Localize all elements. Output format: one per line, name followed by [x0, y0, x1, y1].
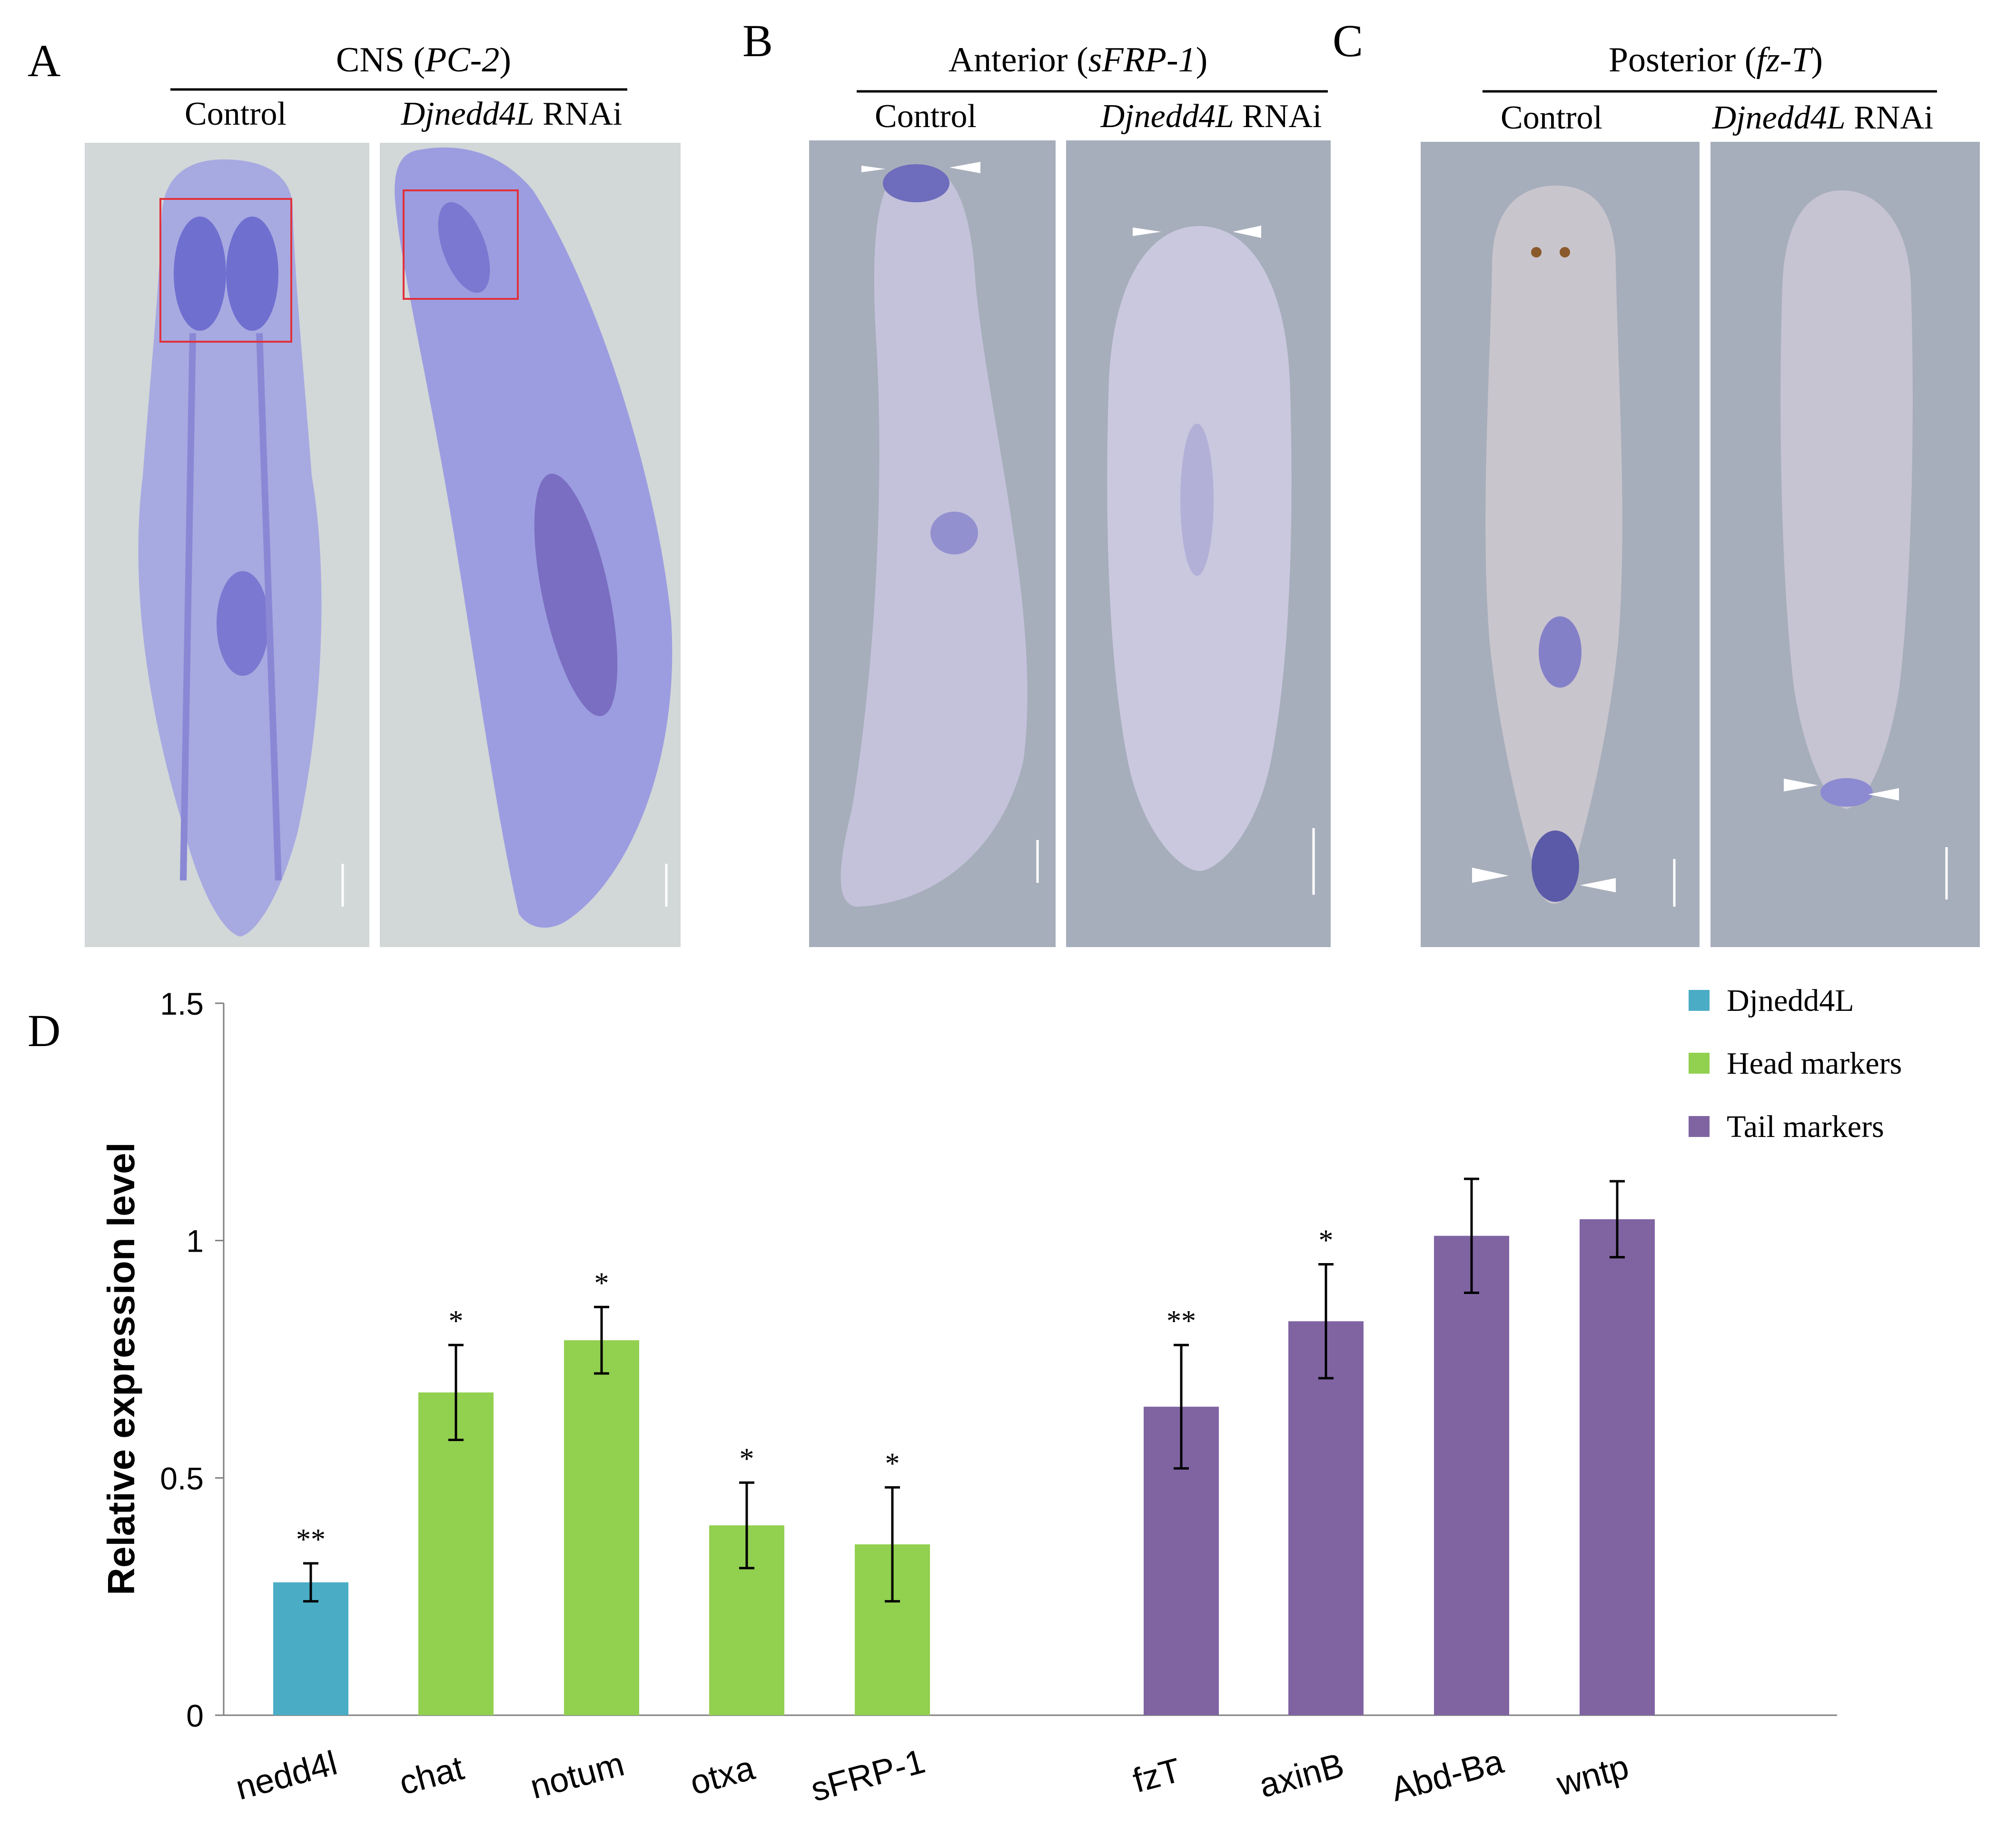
panel-a-control-brain-right — [226, 217, 278, 331]
legend-label: Tail markers — [1727, 1109, 1884, 1144]
panel-d-letter: D — [28, 1005, 60, 1056]
panel-b-control-arrowhead-left — [861, 166, 885, 172]
panel-c-rnai-suffix: RNAi — [1846, 99, 1934, 136]
significance-label: ** — [296, 1523, 326, 1556]
bar — [273, 1582, 348, 1715]
panel-c-control-eye-right — [1560, 247, 1570, 257]
panel-b-control-pharynx — [930, 512, 978, 554]
y-tick-label: 1.5 — [160, 986, 204, 1021]
significance-label: * — [1319, 1225, 1334, 1257]
panel-b-rnai-arrowhead-right — [1233, 226, 1261, 238]
panel-a-letter: A — [28, 35, 60, 86]
panel-c-control-label: Control — [1501, 99, 1602, 136]
panel-a-rnai-pharynx — [534, 474, 618, 716]
panel-b-rnai-label: Djnedd4L RNAi — [1100, 98, 1322, 135]
y-tick-label: 1 — [186, 1224, 204, 1259]
legend-label: Djnedd4L — [1727, 983, 1854, 1018]
significance-label: * — [594, 1267, 609, 1299]
panel-c-rnai-worm — [1780, 190, 1913, 809]
panel-c-rnai-arrowhead-right — [1868, 788, 1899, 800]
panel-b-title-prefix: Anterior ( — [949, 40, 1088, 79]
bar-chart: 0 0.5 1 1.5 ** nedd4l * chat * notum * otxa * sFRP-1 *… — [160, 986, 1837, 1809]
panel-b-letter: B — [742, 15, 773, 66]
panel-c-letter: C — [1333, 15, 1363, 66]
panel-c-control-eye-left — [1531, 247, 1542, 257]
panel-c-control-arrowhead-right — [1580, 878, 1616, 892]
significance-label: * — [740, 1443, 754, 1475]
panel-b: B Anterior (sFRP-1) Control Djnedd4L RNA… — [742, 15, 1331, 947]
panel-c-control-worm — [1485, 186, 1622, 904]
panel-a-rnai-worm — [395, 147, 672, 928]
panel-a-control-nerve-right — [256, 333, 282, 881]
x-tick-label: notum — [526, 1745, 628, 1806]
bar — [1288, 1321, 1364, 1715]
panel-a-rnai-brain — [438, 202, 490, 293]
panel-b-title-gene: sFRP-1 — [1088, 40, 1196, 79]
bar — [1434, 1235, 1509, 1715]
panel-b-rnai-gene: Djnedd4L — [1100, 98, 1234, 135]
panel-a: A CNS (PC-2) Control Djnedd4L RNAi — [28, 35, 681, 947]
bar — [1580, 1219, 1655, 1715]
x-tick-label: chat — [395, 1749, 468, 1802]
panel-c-title-suffix: ) — [1811, 40, 1823, 79]
panel-a-rnai-head-box — [403, 189, 519, 300]
panel-b-rnai-arrowhead-left — [1133, 227, 1161, 236]
panel-a-title-gene: PC-2 — [425, 40, 499, 79]
x-tick-label: nedd4l — [232, 1744, 341, 1807]
y-axis-label: Relative expression level — [100, 1142, 142, 1595]
panel-c-control-posterior-signal — [1532, 830, 1579, 902]
chart-legend: Djnedd4L Head markers Tail markers — [1689, 983, 1902, 1144]
panel-c-rnai-label: Djnedd4L RNAi — [1712, 99, 1934, 136]
legend-label: Head markers — [1727, 1046, 1902, 1081]
x-tick-label: Abd-Ba — [1387, 1742, 1508, 1809]
panel-c-rnai-gene: Djnedd4L — [1712, 99, 1846, 136]
panel-a-control-label: Control — [185, 96, 287, 132]
panel-a-rnai-label: Djnedd4L RNAi — [401, 96, 623, 132]
panel-a-control-nerve-left — [180, 333, 196, 881]
panel-b-control-arrowhead-right — [949, 162, 980, 173]
panel-d: D Relative expression level 00.511.5**ne… — [28, 983, 1902, 1809]
panel-c-rnai-posterior-signal — [1820, 778, 1873, 807]
panel-b-rnai-pharynx — [1180, 424, 1214, 576]
panel-b-rnai-suffix: RNAi — [1234, 98, 1322, 135]
bar — [418, 1392, 494, 1715]
panel-c: C Posterior (fz-T) Control Djnedd4L RNAi — [1333, 15, 1980, 947]
panel-c-control-pharynx — [1539, 616, 1582, 688]
panel-a-rnai-gene: Djnedd4L — [401, 96, 534, 132]
panel-c-control-arrowhead-left — [1472, 868, 1509, 883]
significance-label: * — [885, 1447, 900, 1480]
panel-a-control-brain-left — [174, 217, 226, 331]
panel-c-title-prefix: Posterior ( — [1609, 40, 1756, 79]
panel-b-control-anterior-signal — [883, 164, 949, 202]
significance-label: * — [449, 1305, 464, 1337]
panel-c-title: Posterior (fz-T) — [1609, 40, 1823, 79]
x-tick-label: fzT — [1129, 1751, 1185, 1800]
x-tick-label: otxa — [686, 1749, 759, 1802]
legend-swatch — [1689, 1116, 1710, 1137]
bar — [564, 1340, 639, 1715]
x-tick-label: sFRP-1 — [807, 1742, 929, 1809]
panel-b-title-suffix: ) — [1196, 40, 1208, 79]
y-tick-label: 0 — [186, 1698, 204, 1733]
panel-a-control-pharynx — [217, 571, 269, 676]
panel-c-title-gene: fz-T — [1756, 40, 1813, 79]
panel-a-rnai-suffix: RNAi — [534, 96, 623, 132]
panel-a-title-suffix: ) — [499, 40, 511, 79]
panel-a-title-prefix: CNS ( — [336, 40, 425, 79]
x-tick-label: wntp — [1552, 1748, 1633, 1803]
panel-c-rnai-arrowhead-left — [1784, 779, 1818, 791]
panel-a-title: CNS (PC-2) — [336, 40, 511, 79]
panel-b-title: Anterior (sFRP-1) — [949, 40, 1208, 79]
legend-swatch — [1689, 1053, 1710, 1074]
legend-swatch — [1689, 990, 1710, 1011]
panel-a-control-head-box — [159, 198, 292, 343]
y-tick-label: 0.5 — [160, 1461, 204, 1496]
x-tick-label: axinB — [1255, 1746, 1348, 1805]
significance-label: ** — [1167, 1305, 1196, 1337]
panel-b-control-label: Control — [875, 98, 977, 135]
